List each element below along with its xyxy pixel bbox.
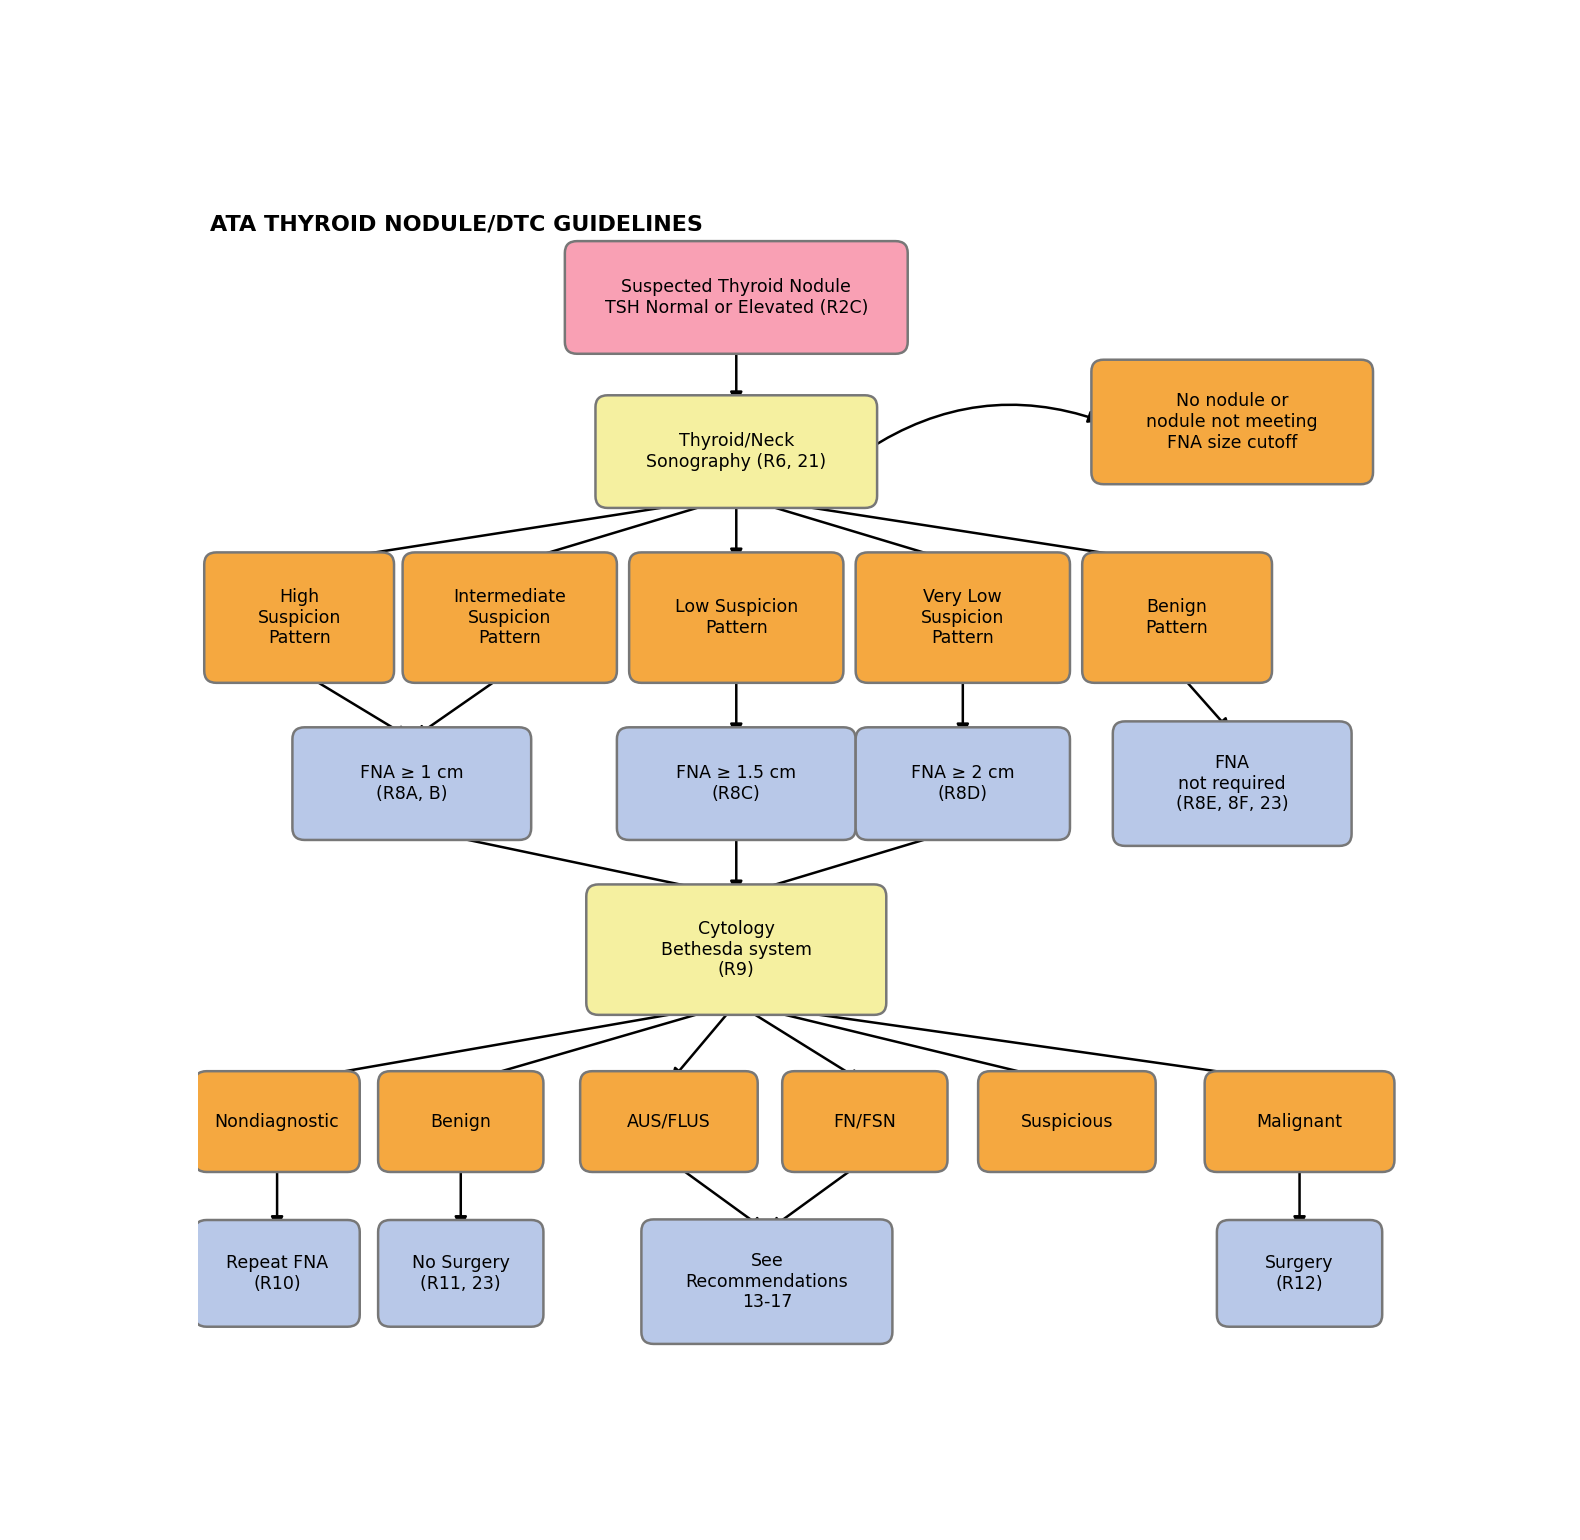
Text: FN/FSN: FN/FSN	[833, 1112, 896, 1130]
Text: FNA ≥ 2 cm
(R8D): FNA ≥ 2 cm (R8D)	[912, 764, 1014, 802]
Text: Very Low
Suspicion
Pattern: Very Low Suspicion Pattern	[921, 588, 1005, 647]
Text: Repeat FNA
(R10): Repeat FNA (R10)	[226, 1254, 329, 1292]
Text: AUS/FLUS: AUS/FLUS	[627, 1112, 711, 1130]
FancyBboxPatch shape	[580, 1072, 758, 1172]
Text: Low Suspicion
Pattern: Low Suspicion Pattern	[675, 598, 798, 638]
Text: FNA ≥ 1.5 cm
(R8C): FNA ≥ 1.5 cm (R8C)	[676, 764, 796, 802]
FancyBboxPatch shape	[629, 553, 844, 682]
FancyBboxPatch shape	[194, 1220, 360, 1327]
FancyBboxPatch shape	[1082, 553, 1272, 682]
FancyBboxPatch shape	[378, 1220, 544, 1327]
Text: ATA THYROID NODULE/DTC GUIDELINES: ATA THYROID NODULE/DTC GUIDELINES	[210, 214, 703, 234]
Text: No Surgery
(R11, 23): No Surgery (R11, 23)	[412, 1254, 510, 1292]
FancyBboxPatch shape	[1204, 1072, 1395, 1172]
FancyBboxPatch shape	[641, 1220, 893, 1344]
Text: FNA ≥ 1 cm
(R8A, B): FNA ≥ 1 cm (R8A, B)	[360, 764, 463, 802]
Text: High
Suspicion
Pattern: High Suspicion Pattern	[258, 588, 341, 647]
Text: Thyroid/Neck
Sonography (R6, 21): Thyroid/Neck Sonography (R6, 21)	[646, 433, 826, 471]
FancyBboxPatch shape	[782, 1072, 948, 1172]
Text: Suspicious: Suspicious	[1021, 1112, 1114, 1130]
Text: Benign
Pattern: Benign Pattern	[1146, 598, 1209, 638]
Text: Surgery
(R12): Surgery (R12)	[1266, 1254, 1334, 1292]
FancyBboxPatch shape	[978, 1072, 1155, 1172]
FancyBboxPatch shape	[292, 727, 531, 839]
Text: Malignant: Malignant	[1256, 1112, 1343, 1130]
Text: No nodule or
nodule not meeting
FNA size cutoff: No nodule or nodule not meeting FNA size…	[1147, 393, 1318, 451]
FancyBboxPatch shape	[378, 1072, 544, 1172]
FancyBboxPatch shape	[586, 884, 886, 1015]
FancyBboxPatch shape	[856, 553, 1070, 682]
Text: Cytology
Bethesda system
(R9): Cytology Bethesda system (R9)	[660, 919, 812, 979]
FancyBboxPatch shape	[1092, 360, 1373, 484]
FancyBboxPatch shape	[1217, 1220, 1382, 1327]
FancyBboxPatch shape	[616, 727, 856, 839]
FancyBboxPatch shape	[596, 396, 877, 508]
Text: Nondiagnostic: Nondiagnostic	[215, 1112, 340, 1130]
FancyBboxPatch shape	[1112, 721, 1351, 845]
Text: Intermediate
Suspicion
Pattern: Intermediate Suspicion Pattern	[453, 588, 566, 647]
FancyBboxPatch shape	[204, 553, 393, 682]
FancyBboxPatch shape	[403, 553, 616, 682]
FancyBboxPatch shape	[564, 242, 907, 354]
Text: See
Recommendations
13-17: See Recommendations 13-17	[686, 1252, 848, 1312]
Text: Benign: Benign	[430, 1112, 491, 1130]
Text: Suspected Thyroid Nodule
TSH Normal or Elevated (R2C): Suspected Thyroid Nodule TSH Normal or E…	[605, 279, 867, 317]
FancyBboxPatch shape	[856, 727, 1070, 839]
FancyBboxPatch shape	[194, 1072, 360, 1172]
Text: FNA
not required
(R8E, 8F, 23): FNA not required (R8E, 8F, 23)	[1176, 753, 1289, 813]
